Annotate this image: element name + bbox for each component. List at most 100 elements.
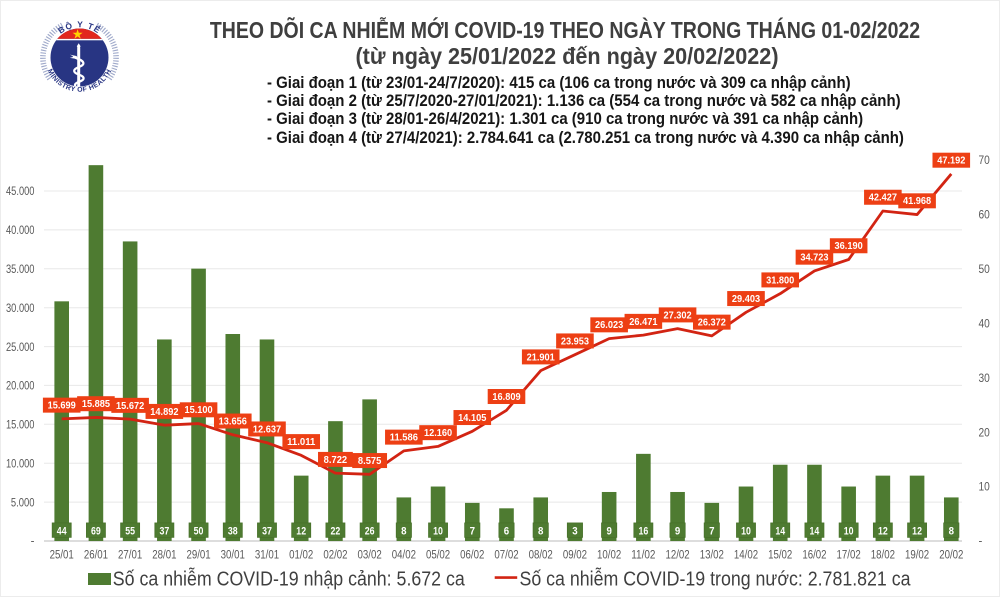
svg-text:5.000: 5.000 — [11, 497, 35, 509]
svg-text:05/02: 05/02 — [426, 550, 450, 562]
svg-text:50: 50 — [979, 264, 990, 276]
svg-text:07/02: 07/02 — [494, 550, 518, 562]
svg-text:16/02: 16/02 — [802, 550, 826, 562]
svg-text:37: 37 — [262, 525, 272, 537]
svg-text:16: 16 — [638, 525, 648, 537]
svg-text:17/02: 17/02 — [837, 550, 861, 562]
svg-text:13/02: 13/02 — [700, 550, 724, 562]
svg-text:7: 7 — [709, 525, 714, 537]
svg-text:26.023: 26.023 — [595, 320, 624, 331]
svg-text:11.011: 11.011 — [287, 437, 316, 448]
svg-text:26.372: 26.372 — [698, 318, 727, 329]
svg-text:30: 30 — [979, 373, 990, 385]
svg-text:37: 37 — [159, 525, 169, 537]
svg-text:29/01: 29/01 — [186, 550, 210, 562]
svg-text:Số ca nhiễm COVID-19 trong nướ: Số ca nhiễm COVID-19 trong nước: 2.781.8… — [520, 567, 912, 590]
svg-text:50: 50 — [194, 525, 204, 537]
svg-text:36.190: 36.190 — [835, 241, 864, 252]
svg-text:14: 14 — [775, 525, 785, 537]
svg-text:8: 8 — [538, 525, 543, 537]
svg-text:11.586: 11.586 — [390, 433, 419, 444]
svg-text:15.699: 15.699 — [48, 401, 77, 412]
svg-text:15.672: 15.672 — [116, 401, 145, 412]
svg-text:60: 60 — [979, 209, 990, 221]
svg-text:23.953: 23.953 — [561, 336, 590, 347]
svg-text:31/01: 31/01 — [255, 550, 279, 562]
svg-text:10: 10 — [979, 482, 990, 494]
svg-text:8: 8 — [401, 525, 406, 537]
svg-text:44: 44 — [57, 525, 67, 537]
svg-text:29.403: 29.403 — [732, 294, 761, 305]
svg-text:9: 9 — [606, 525, 611, 537]
svg-text:26/01: 26/01 — [84, 550, 108, 562]
svg-text:10: 10 — [433, 525, 443, 537]
svg-text:10: 10 — [741, 525, 751, 537]
svg-text:8.722: 8.722 — [324, 455, 348, 466]
svg-text:01/02: 01/02 — [289, 550, 313, 562]
svg-text:10: 10 — [844, 525, 854, 537]
svg-text:12: 12 — [296, 525, 306, 537]
svg-text:04/02: 04/02 — [392, 550, 416, 562]
svg-text:12/02: 12/02 — [665, 550, 689, 562]
svg-text:06/02: 06/02 — [460, 550, 484, 562]
svg-text:15.000: 15.000 — [6, 420, 35, 432]
svg-text:6: 6 — [504, 525, 509, 537]
svg-text:30.000: 30.000 — [6, 303, 35, 315]
svg-text:21.901: 21.901 — [527, 352, 556, 363]
svg-text:30/01: 30/01 — [221, 550, 245, 562]
svg-text:38: 38 — [228, 525, 238, 537]
svg-text:7: 7 — [470, 525, 475, 537]
svg-text:19/02: 19/02 — [905, 550, 929, 562]
svg-text:8: 8 — [949, 525, 954, 537]
svg-text:20/02: 20/02 — [939, 550, 963, 562]
svg-text:28/01: 28/01 — [152, 550, 176, 562]
svg-text:55: 55 — [125, 525, 135, 537]
svg-text:3: 3 — [572, 525, 577, 537]
svg-text:16.809: 16.809 — [492, 392, 521, 403]
svg-text:14.105: 14.105 — [458, 413, 487, 424]
svg-text:20: 20 — [979, 427, 990, 439]
svg-text:-: - — [31, 536, 35, 548]
svg-text:8.575: 8.575 — [358, 456, 382, 467]
svg-text:31.800: 31.800 — [766, 275, 795, 286]
svg-text:27.302: 27.302 — [663, 310, 692, 321]
svg-text:26: 26 — [365, 525, 375, 537]
svg-text:14.892: 14.892 — [150, 407, 179, 418]
svg-text:15.885: 15.885 — [82, 399, 111, 410]
svg-text:22: 22 — [331, 525, 341, 537]
svg-text:40: 40 — [979, 318, 990, 330]
svg-text:9: 9 — [675, 525, 680, 537]
svg-text:20.000: 20.000 — [6, 381, 35, 393]
svg-text:35.000: 35.000 — [6, 264, 35, 276]
svg-text:12: 12 — [878, 525, 888, 537]
svg-text:10.000: 10.000 — [6, 458, 35, 470]
svg-text:40.000: 40.000 — [6, 225, 35, 237]
svg-text:18/02: 18/02 — [871, 550, 895, 562]
svg-text:14/02: 14/02 — [734, 550, 758, 562]
svg-text:13.656: 13.656 — [219, 416, 248, 427]
svg-text:25/01: 25/01 — [50, 550, 74, 562]
svg-text:09/02: 09/02 — [563, 550, 587, 562]
svg-text:14: 14 — [810, 525, 820, 537]
svg-text:10/02: 10/02 — [597, 550, 621, 562]
svg-text:Số ca nhiễm COVID-19 nhập cảnh: Số ca nhiễm COVID-19 nhập cảnh: 5.672 ca — [113, 567, 466, 590]
svg-text:03/02: 03/02 — [358, 550, 382, 562]
svg-text:11/02: 11/02 — [631, 550, 655, 562]
svg-text:BỘ Y TẾ: BỘ Y TẾ — [56, 19, 103, 36]
svg-text:12: 12 — [912, 525, 922, 537]
svg-text:12.160: 12.160 — [424, 428, 453, 439]
svg-text:45.000: 45.000 — [6, 186, 35, 198]
svg-text:25.000: 25.000 — [6, 342, 35, 354]
svg-text:27/01: 27/01 — [118, 550, 142, 562]
svg-text:41.968: 41.968 — [903, 196, 932, 207]
svg-text:69: 69 — [91, 525, 101, 537]
svg-text:47.192: 47.192 — [937, 156, 966, 167]
svg-text:15.100: 15.100 — [184, 405, 213, 416]
svg-text:15/02: 15/02 — [768, 550, 792, 562]
svg-text:26.471: 26.471 — [629, 317, 658, 328]
svg-text:08/02: 08/02 — [529, 550, 553, 562]
svg-text:02/02: 02/02 — [323, 550, 347, 562]
svg-text:34.723: 34.723 — [800, 253, 829, 264]
svg-text:42.427: 42.427 — [869, 193, 898, 204]
svg-text:-: - — [979, 536, 983, 548]
